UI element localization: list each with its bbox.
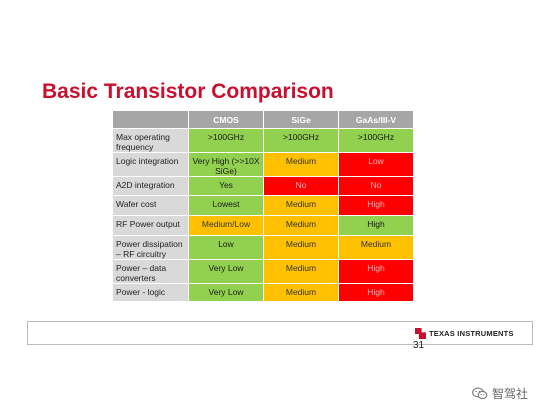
table-header-row: CMOS SiGe GaAs/III-V bbox=[113, 111, 413, 128]
table-row: Power - logic Very Low Medium High bbox=[113, 284, 413, 301]
column-header-cmos: CMOS bbox=[189, 111, 263, 128]
row-label: Power dissipation – RF circuitry bbox=[113, 236, 188, 259]
header-corner-cell bbox=[113, 111, 188, 128]
wechat-icon bbox=[472, 387, 488, 400]
table-cell: Medium bbox=[264, 216, 338, 235]
column-header-sige: SiGe bbox=[264, 111, 338, 128]
table-cell: Medium bbox=[339, 236, 413, 259]
table-cell: Very Low bbox=[189, 260, 263, 283]
table-row: Wafer cost Lowest Medium High bbox=[113, 196, 413, 215]
table-cell: Yes bbox=[189, 177, 263, 195]
table-cell: High bbox=[339, 216, 413, 235]
table-cell: Very High (>>10X SiGe) bbox=[189, 153, 263, 176]
table-cell: Medium/Low bbox=[189, 216, 263, 235]
ti-logo-icon bbox=[415, 328, 426, 339]
table-cell: Medium bbox=[264, 260, 338, 283]
table-cell: Medium bbox=[264, 284, 338, 301]
ti-logo-text: TEXAS INSTRUMENTS bbox=[429, 329, 514, 338]
ti-logo: TEXAS INSTRUMENTS bbox=[415, 328, 514, 339]
slide-title: Basic Transistor Comparison bbox=[42, 80, 334, 103]
table-cell: Medium bbox=[264, 236, 338, 259]
row-label: A2D integration bbox=[113, 177, 188, 195]
table-row: Logic integration Very High (>>10X SiGe)… bbox=[113, 153, 413, 176]
table-row: Power – data converters Very Low Medium … bbox=[113, 260, 413, 283]
table-cell: Low bbox=[189, 236, 263, 259]
table-cell: No bbox=[339, 177, 413, 195]
table-cell: Very Low bbox=[189, 284, 263, 301]
row-label: Power – data converters bbox=[113, 260, 188, 283]
table-row: A2D integration Yes No No bbox=[113, 177, 413, 195]
table-cell: High bbox=[339, 196, 413, 215]
table-cell: High bbox=[339, 260, 413, 283]
row-label: Max operating frequency bbox=[113, 129, 188, 152]
table-row: Power dissipation – RF circuitry Low Med… bbox=[113, 236, 413, 259]
row-label: Logic integration bbox=[113, 153, 188, 176]
table-cell: Medium bbox=[264, 153, 338, 176]
table-cell: Medium bbox=[264, 196, 338, 215]
table-cell: No bbox=[264, 177, 338, 195]
watermark: 智驾社 bbox=[472, 385, 528, 402]
table-row: Max operating frequency >100GHz >100GHz … bbox=[113, 129, 413, 152]
column-header-gaas: GaAs/III-V bbox=[339, 111, 413, 128]
table-cell: Lowest bbox=[189, 196, 263, 215]
table-row: RF Power output Medium/Low Medium High bbox=[113, 216, 413, 235]
watermark-text: 智驾社 bbox=[492, 387, 529, 401]
row-label: Wafer cost bbox=[113, 196, 188, 215]
table-cell: >100GHz bbox=[189, 129, 263, 152]
page-number: 31 bbox=[413, 340, 425, 351]
comparison-table: CMOS SiGe GaAs/III-V Max operating frequ… bbox=[112, 110, 414, 302]
footer-bar bbox=[27, 321, 533, 345]
row-label: Power - logic bbox=[113, 284, 188, 301]
table-cell: >100GHz bbox=[264, 129, 338, 152]
table-cell: >100GHz bbox=[339, 129, 413, 152]
row-label: RF Power output bbox=[113, 216, 188, 235]
table-cell: Low bbox=[339, 153, 413, 176]
table-cell: High bbox=[339, 284, 413, 301]
